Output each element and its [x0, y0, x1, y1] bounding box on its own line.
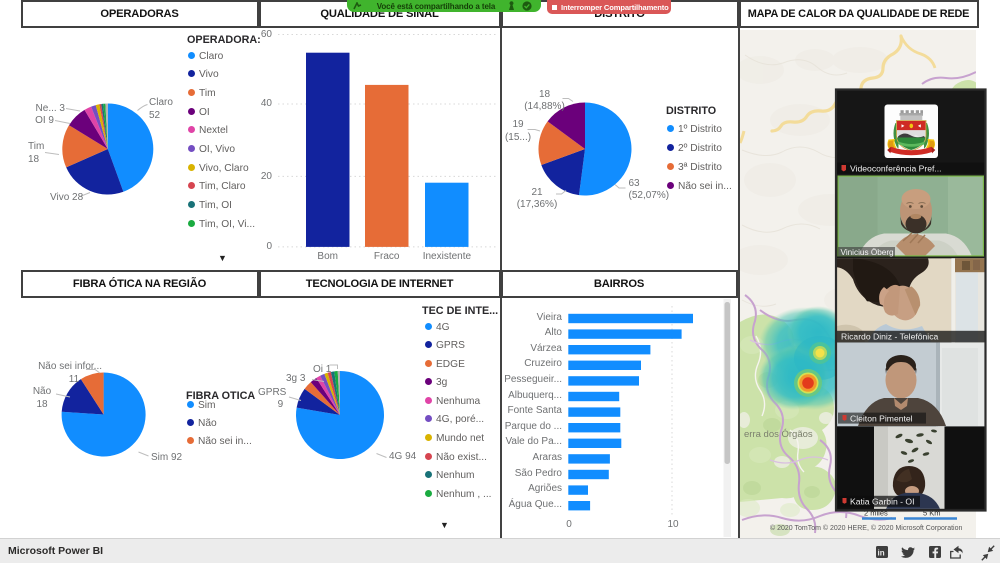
svg-text:© 2020 TomTom © 2020 HERE, © 2: © 2020 TomTom © 2020 HERE, © 2020 Micros… [770, 524, 962, 532]
svg-text:Videoconferência Pref...: Videoconferência Pref... [850, 164, 942, 174]
svg-text:Cleiton Pimentel: Cleiton Pimentel [850, 413, 913, 423]
svg-text:5 Km: 5 Km [923, 509, 941, 518]
svg-text:Ricardo Diniz - Telefônica: Ricardo Diniz - Telefônica [841, 331, 938, 341]
svg-text:Katia Garbin - OI: Katia Garbin - OI [850, 497, 914, 507]
svg-text:in: in [878, 548, 885, 557]
svg-text:2 miles: 2 miles [864, 509, 888, 518]
svg-text:Vinicius Öberg: Vinicius Öberg [841, 247, 895, 257]
svg-text:erra dos Órgãos: erra dos Órgãos [744, 429, 813, 440]
